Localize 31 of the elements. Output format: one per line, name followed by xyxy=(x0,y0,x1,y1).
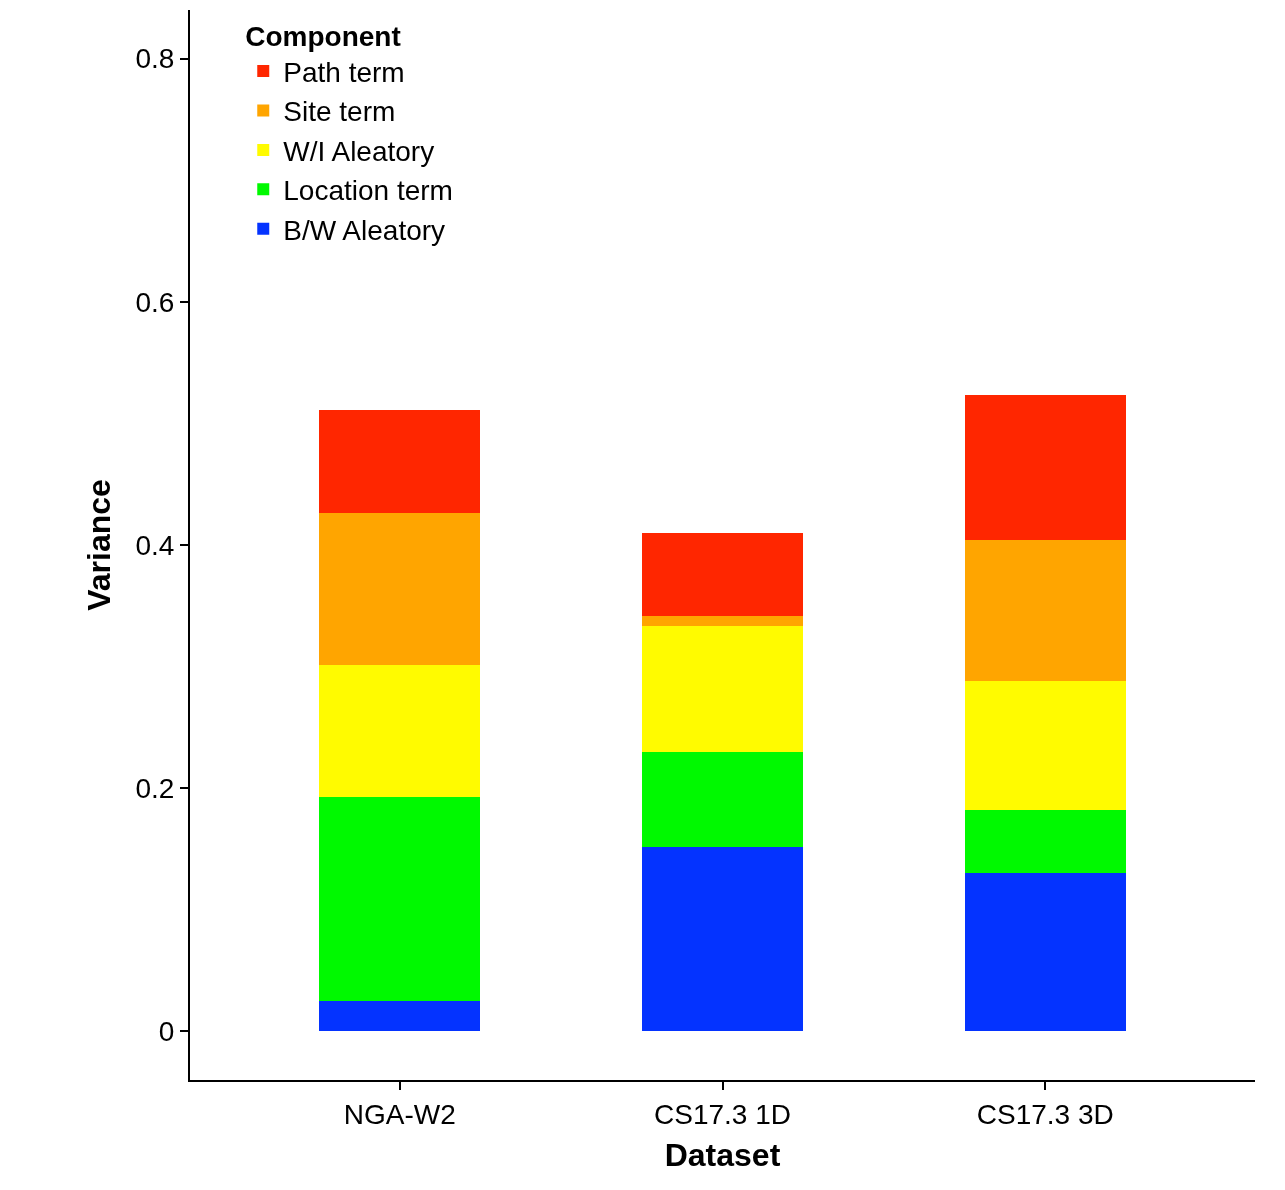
y-axis-title: Variance xyxy=(81,479,118,611)
bar xyxy=(319,796,481,1001)
bar xyxy=(641,626,804,752)
legend-label: B/W Aleatory xyxy=(283,214,446,246)
bar xyxy=(319,1000,481,1032)
y-tick-label: 0 xyxy=(158,1016,175,1048)
legend-label: Path term xyxy=(283,57,405,89)
x-tick-label: CS17.3 1D xyxy=(654,1098,791,1130)
y-tick-label: 0.8 xyxy=(135,43,175,75)
bar xyxy=(964,395,1126,541)
legend-label: Location term xyxy=(283,175,453,207)
bar xyxy=(641,751,804,847)
legend-title: Component xyxy=(245,21,401,53)
bar xyxy=(641,615,804,627)
x-axis-title: Dataset xyxy=(664,1137,781,1173)
bar xyxy=(964,810,1126,874)
bar xyxy=(641,846,804,1032)
bar xyxy=(641,532,804,616)
bar xyxy=(319,410,481,514)
legend-label: W/I Aleatory xyxy=(283,135,435,167)
y-tick-label: 0.4 xyxy=(135,529,175,561)
bar xyxy=(319,665,481,797)
x-tick-label: CS17.3 3D xyxy=(976,1098,1114,1130)
bar xyxy=(319,513,481,666)
bar xyxy=(964,873,1126,1032)
bar xyxy=(964,681,1126,811)
y-tick-label: 0.6 xyxy=(135,286,175,318)
bar xyxy=(964,540,1126,682)
legend-label: Site term xyxy=(283,96,396,128)
y-tick-label: 0.2 xyxy=(135,772,175,804)
x-tick-label: NGA-W2 xyxy=(343,1098,456,1130)
